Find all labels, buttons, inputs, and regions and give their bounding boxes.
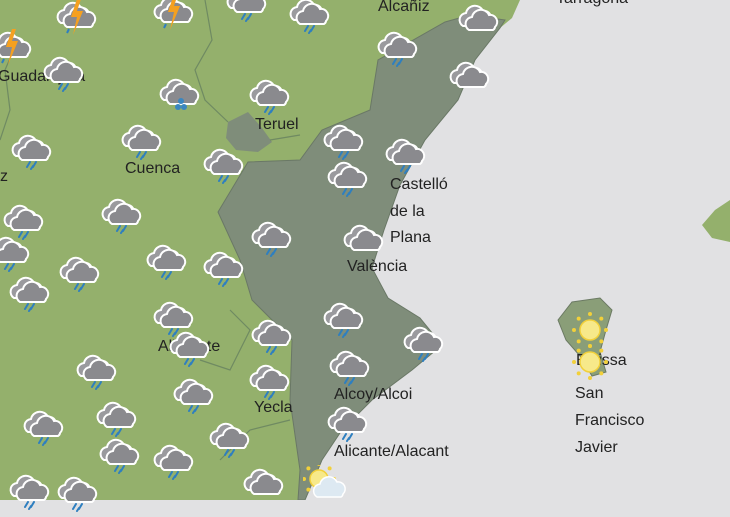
weather-rain-icon[interactable] [248, 315, 292, 355]
weather-hail-icon[interactable] [156, 74, 200, 110]
weather-rain-icon[interactable] [320, 120, 364, 160]
weather-rain-icon[interactable] [73, 350, 117, 390]
weather-rain-icon[interactable] [248, 217, 292, 257]
city-label-teruel: Teruel [255, 116, 299, 133]
weather-thunderstorm-icon[interactable] [150, 0, 194, 30]
weather-rain-icon[interactable] [382, 134, 426, 174]
city-label-sfj-1: San [575, 385, 604, 402]
city-label-valencia: València [347, 258, 408, 275]
weather-rain-icon[interactable] [166, 327, 210, 367]
weather-rain-icon[interactable] [320, 298, 364, 338]
city-label-yecla: Yecla [254, 399, 293, 416]
weather-cloudy-icon[interactable] [455, 0, 499, 36]
weather-rain-icon[interactable] [143, 240, 187, 280]
weather-cloudy-icon[interactable] [446, 57, 490, 93]
weather-rain-icon[interactable] [324, 402, 368, 442]
weather-thunderstorm-icon[interactable] [53, 0, 97, 35]
city-label-partial: z [0, 168, 8, 185]
weather-rain-icon[interactable] [170, 374, 214, 414]
city-label-sfj-3: Javier [575, 439, 618, 456]
city-label-tarragona: Tarragona [556, 0, 628, 12]
weather-cloudy-icon[interactable] [240, 464, 284, 500]
weather-rain-icon[interactable] [40, 52, 84, 92]
weather-sun-icon[interactable] [568, 312, 612, 348]
weather-rain-icon[interactable] [286, 0, 330, 34]
city-label-castello-2: de la [390, 203, 425, 220]
weather-rain-icon[interactable] [246, 75, 290, 115]
weather-rain-icon[interactable] [200, 247, 244, 287]
province-border [0, 0, 301, 461]
weather-rain-icon[interactable] [150, 440, 194, 480]
weather-thunderstorm-icon[interactable] [0, 27, 32, 65]
weather-rain-icon[interactable] [200, 144, 244, 184]
weather-rain-icon[interactable] [56, 252, 100, 292]
weather-rain-icon[interactable] [0, 200, 44, 240]
city-label-alcaniz: Alcañiz [378, 0, 430, 15]
city-label-sfj-2: Francisco [575, 412, 645, 429]
region-teruel-enclave [226, 112, 272, 152]
weather-rain-icon[interactable] [118, 120, 162, 160]
city-label-alcoy: Alcoy/Alcoi [334, 386, 413, 403]
weather-rain-icon[interactable] [246, 360, 290, 400]
island-mallorca-edge [702, 200, 730, 242]
weather-rain-icon[interactable] [93, 397, 137, 437]
weather-rain-icon[interactable] [150, 297, 194, 337]
city-label-cuenca: Cuenca [125, 160, 181, 177]
weather-rain-icon[interactable] [20, 406, 64, 446]
weather-rain-icon[interactable] [0, 232, 30, 272]
city-label-castello-3: Plana [390, 229, 431, 246]
weather-sun-cloud-icon[interactable] [302, 462, 347, 501]
weather-sun-icon[interactable] [568, 344, 612, 380]
weather-rain-icon[interactable] [326, 346, 370, 386]
weather-rain-icon[interactable] [6, 272, 50, 312]
weather-rain-icon[interactable] [324, 157, 368, 197]
weather-rain-icon[interactable] [206, 418, 250, 458]
weather-rain-icon[interactable] [6, 470, 50, 510]
weather-rain-icon[interactable] [96, 434, 140, 474]
weather-rain-icon[interactable] [54, 472, 98, 512]
city-label-alicante: Alicante/Alacant [334, 443, 449, 460]
weather-cloudy-icon[interactable] [340, 220, 384, 256]
weather-rain-icon[interactable] [98, 194, 142, 234]
weather-rain-icon[interactable] [374, 27, 418, 67]
city-label-castello-1: Castelló [390, 176, 448, 193]
weather-rain-icon[interactable] [400, 322, 444, 362]
weather-rain-icon[interactable] [223, 0, 267, 22]
weather-rain-icon[interactable] [8, 130, 52, 170]
